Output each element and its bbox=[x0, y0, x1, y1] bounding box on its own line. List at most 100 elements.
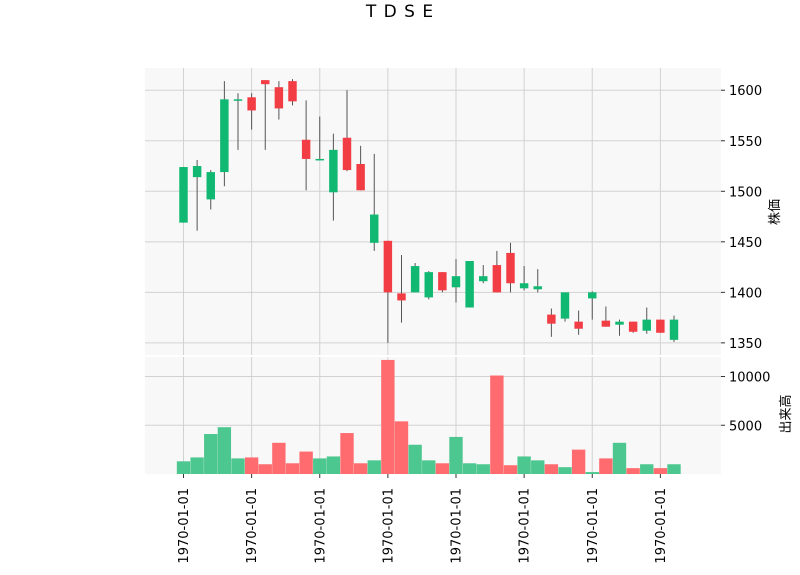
x-tick-label: 1970-01-01 bbox=[381, 488, 396, 564]
price-tick-label: 1450 bbox=[729, 236, 762, 251]
candle-body bbox=[424, 272, 433, 298]
price-tick-label: 1600 bbox=[729, 84, 762, 99]
candle-body bbox=[628, 321, 638, 332]
volume-bar bbox=[599, 458, 613, 474]
price-gridlines bbox=[145, 68, 721, 355]
volume-bar bbox=[462, 463, 477, 474]
candle-body bbox=[615, 321, 624, 325]
volume-y-axis: 5000 10000 bbox=[721, 371, 770, 434]
volume-tick-label: 10000 bbox=[729, 371, 770, 386]
x-tick-label: 1970-01-01 bbox=[177, 488, 192, 564]
volume-bar bbox=[340, 433, 354, 474]
candle-body bbox=[492, 265, 502, 293]
volume-bar bbox=[394, 421, 409, 474]
price-panel-background bbox=[145, 68, 721, 355]
price-tick-label: 1400 bbox=[729, 286, 762, 301]
price-tick-label: 1550 bbox=[729, 135, 762, 150]
volume-bar bbox=[544, 464, 559, 474]
volume-bar bbox=[217, 427, 232, 474]
volume-bar bbox=[190, 457, 204, 474]
candle-body bbox=[642, 319, 651, 331]
volume-bar bbox=[244, 457, 259, 474]
candle-body bbox=[410, 266, 420, 293]
candle-body bbox=[342, 137, 352, 171]
volume-bar bbox=[353, 463, 368, 474]
volume-bar bbox=[503, 465, 518, 474]
volume-bar bbox=[285, 463, 300, 474]
candle-body bbox=[301, 139, 311, 159]
candle-body bbox=[588, 292, 597, 299]
x-axis: 1970-01-01 1970-01-01 1970-01-01 1970-01-01… bbox=[177, 474, 669, 564]
volume-bar bbox=[231, 458, 245, 474]
volume-bar bbox=[612, 442, 627, 474]
price-tick-label: 1350 bbox=[729, 337, 762, 352]
x-tick-label: 1970-01-01 bbox=[518, 488, 533, 564]
volume-bar bbox=[449, 436, 463, 474]
x-tick-label: 1970-01-01 bbox=[245, 488, 260, 564]
volume-bar bbox=[517, 456, 531, 474]
candle-body bbox=[206, 172, 215, 200]
candle-body bbox=[383, 240, 393, 293]
price-tick-label: 1500 bbox=[729, 185, 762, 200]
volume-bar bbox=[326, 456, 341, 474]
volume-bar bbox=[435, 463, 450, 474]
candle-body bbox=[192, 166, 202, 178]
candles bbox=[179, 79, 679, 343]
volume-bar bbox=[476, 464, 490, 474]
volume-gridlines bbox=[145, 357, 721, 474]
candle-body bbox=[179, 167, 188, 223]
volume-bar bbox=[258, 464, 272, 474]
volume-bar bbox=[667, 464, 681, 474]
volume-axis-label: 出来高 bbox=[778, 394, 794, 433]
price-y-axis: 1350 1400 1450 1500 1550 1600 bbox=[721, 84, 762, 352]
volume-bar bbox=[313, 458, 327, 474]
candle-body bbox=[220, 99, 229, 173]
volume-bar bbox=[408, 444, 422, 474]
candle-body bbox=[519, 283, 529, 289]
candle-body bbox=[370, 214, 379, 243]
chart-title: T D S E bbox=[365, 2, 434, 22]
price-axis-label: 株価 bbox=[768, 199, 783, 225]
volume-bar bbox=[176, 461, 191, 474]
candle-body bbox=[315, 158, 324, 161]
candle-body bbox=[506, 252, 515, 284]
candle-body bbox=[247, 97, 256, 111]
x-tick-label: 1970-01-01 bbox=[450, 488, 465, 564]
candle-body bbox=[669, 319, 679, 340]
candle-body bbox=[438, 272, 447, 291]
volume-bar bbox=[381, 359, 395, 474]
volume-bar bbox=[272, 442, 286, 474]
candle-body bbox=[533, 286, 542, 290]
volume-bar bbox=[558, 467, 572, 474]
candle-body bbox=[288, 81, 297, 102]
volume-tick-label: 5000 bbox=[729, 419, 762, 434]
candle-body bbox=[329, 149, 338, 193]
candle-body bbox=[479, 276, 488, 282]
candle-body bbox=[451, 276, 461, 288]
candle-body bbox=[601, 320, 611, 327]
candle-body bbox=[274, 87, 284, 109]
x-tick-label: 1970-01-01 bbox=[586, 488, 601, 564]
candle-body bbox=[356, 164, 365, 191]
candle-body bbox=[397, 293, 406, 301]
volume-bar bbox=[299, 451, 313, 474]
volume-bar bbox=[653, 468, 668, 474]
candle-body bbox=[233, 99, 243, 101]
volume-bar bbox=[626, 468, 640, 474]
volume-panel-background bbox=[145, 357, 721, 474]
x-tick-label: 1970-01-01 bbox=[313, 488, 328, 564]
candle-body bbox=[560, 292, 570, 319]
candle-body bbox=[656, 319, 665, 333]
volume-bar bbox=[571, 449, 586, 474]
candle-body bbox=[261, 80, 270, 85]
volume-bar bbox=[585, 472, 599, 474]
candle-body bbox=[574, 321, 583, 329]
volume-bar bbox=[204, 434, 218, 474]
candle-body bbox=[465, 261, 474, 308]
x-tick-label: 1970-01-01 bbox=[654, 488, 669, 564]
volume-bars bbox=[176, 359, 681, 474]
volume-bar bbox=[422, 460, 436, 474]
volume-bar bbox=[531, 460, 545, 474]
volume-bar bbox=[490, 375, 504, 474]
